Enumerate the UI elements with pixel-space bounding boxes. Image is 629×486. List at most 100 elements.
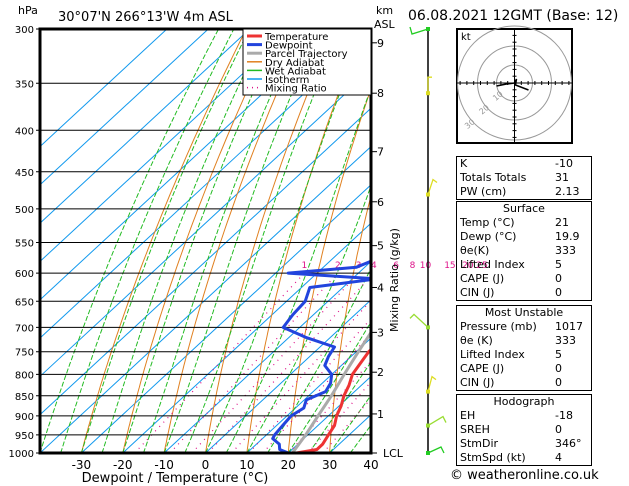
legend-label: Dewpoint xyxy=(265,41,313,52)
pressure-tick-label: 800 xyxy=(15,370,34,381)
isotherm-line xyxy=(81,184,371,453)
row-label: K xyxy=(460,157,468,170)
wind-barb-point xyxy=(426,423,430,428)
most-unstable-table: Most Unstable Pressure (mb) 1017 θe (K) 333 L… xyxy=(456,305,592,391)
row-value: 333 xyxy=(555,244,576,257)
row-label: Totals Totals xyxy=(460,171,527,184)
row-value: -18 xyxy=(555,409,573,422)
wet-adiabat-line xyxy=(101,29,266,453)
km-label: km xyxy=(376,4,394,17)
wet-adiabat-line xyxy=(329,394,371,453)
temperature-tick-label: 10 xyxy=(239,458,254,472)
wind-barb xyxy=(427,76,432,94)
pressure-tick-label: 700 xyxy=(15,323,34,334)
pressure-tick-label: 550 xyxy=(15,238,34,249)
row-label: CAPE (J) xyxy=(460,362,505,375)
wind-barb xyxy=(427,375,437,392)
row-label: Lifted Index xyxy=(460,348,525,361)
km-tick-label: 6 xyxy=(377,196,384,209)
pressure-tick-label: 750 xyxy=(15,348,34,359)
mixing-ratio-label: 8 xyxy=(410,261,416,271)
table-row: PW (cm) 2.13 xyxy=(457,185,591,199)
copyright-footer: © weatheronline.co.uk xyxy=(450,468,599,483)
row-value: 0 xyxy=(555,362,562,375)
wind-profile xyxy=(409,26,447,455)
table-title: Surface xyxy=(503,202,545,215)
wet-adiabat-line xyxy=(60,29,235,453)
surface-table: Surface Temp (°C) 21 Dewp (°C) 19.9 θe(K) 333 L… xyxy=(456,201,592,301)
isotherm-line xyxy=(163,260,371,453)
table-row: Pressure (mb) 1017 xyxy=(457,320,591,334)
row-label: CIN (J) xyxy=(460,376,495,389)
isotherm-line xyxy=(205,299,371,453)
wet-adiabat-line xyxy=(142,29,301,453)
wind-barb xyxy=(427,178,438,195)
row-label: StmSpd (kt) xyxy=(460,451,526,464)
wet-adiabat-line xyxy=(287,320,371,453)
row-value: 5 xyxy=(555,348,562,361)
row-value: 19.9 xyxy=(555,230,580,243)
isotherm-line xyxy=(287,375,371,453)
row-value: 2.13 xyxy=(555,185,580,198)
row-value: 333 xyxy=(555,334,576,347)
table-row: CAPE (J) 0 xyxy=(457,362,591,376)
row-value: 346° xyxy=(555,437,582,450)
mixing-ratio-label: 15 xyxy=(444,261,455,271)
wet-adiabat-line xyxy=(80,29,250,453)
table-row: EH -18 xyxy=(457,409,591,423)
row-value: 4 xyxy=(555,451,562,464)
pressure-tick-label: 1000 xyxy=(9,449,34,460)
wet-adiabat-line xyxy=(225,86,371,453)
row-label: Lifted Index xyxy=(460,258,525,271)
mixing-ratio-label: 6 xyxy=(393,261,399,271)
table-row: Lifted Index 5 xyxy=(457,348,591,362)
isotherm-line xyxy=(40,29,333,301)
pressure-tick-label: 300 xyxy=(15,25,34,36)
row-label: PW (cm) xyxy=(460,185,507,198)
pressure-tick-label: 450 xyxy=(15,168,34,179)
plot-frame xyxy=(38,27,373,455)
table-row: StmSpd (kt) 4 xyxy=(457,451,591,465)
pressure-tick-label: 650 xyxy=(15,297,34,308)
hpa-unit-label: hPa xyxy=(18,4,38,17)
temperature-tick-label: 20 xyxy=(281,458,296,472)
table-title: Hodograph xyxy=(493,395,555,408)
parcel-trajectory-line xyxy=(291,329,371,453)
temperature-tick-label: 0 xyxy=(202,458,210,472)
mixing-ratio-label: 10 xyxy=(420,261,432,271)
temperature-tick-label: 40 xyxy=(363,458,378,472)
table-row: CAPE (J) 0 xyxy=(457,272,591,286)
wind-barb-point xyxy=(426,27,430,31)
hodograph-trace xyxy=(496,78,529,91)
isotherm-line xyxy=(246,337,371,453)
temperature-tick-label: -30 xyxy=(72,458,92,472)
dry-adiabat-line xyxy=(80,29,247,453)
temperature-tick-label: -10 xyxy=(154,458,174,472)
km-tick-label: 8 xyxy=(377,87,384,100)
row-value: -10 xyxy=(555,157,573,170)
km-tick-label: 4 xyxy=(377,281,384,294)
km-tick-label: 1 xyxy=(377,408,384,421)
mixing-ratio-label: 2 xyxy=(335,261,341,271)
pressure-tick-label: 500 xyxy=(15,205,34,216)
legend-box xyxy=(242,28,372,96)
row-value: 1017 xyxy=(555,320,583,333)
wind-barb-point xyxy=(426,91,430,96)
row-label: Temp (°C) xyxy=(460,216,515,229)
temperature-line xyxy=(296,347,371,453)
row-value: 31 xyxy=(555,171,569,184)
temperature-tick-label: -20 xyxy=(113,458,133,472)
pressure-tick-label: 950 xyxy=(15,431,34,442)
legend-label: Temperature xyxy=(264,32,328,43)
datetime-title: 06.08.2021 12GMT (Base: 12) xyxy=(408,8,619,24)
table-row: Lifted Index 5 xyxy=(457,258,591,272)
dewpoint-line xyxy=(271,259,371,453)
table-row: CIN (J) 0 xyxy=(457,286,591,300)
asl-label: ASL xyxy=(374,18,395,31)
row-label: CAPE (J) xyxy=(460,272,505,285)
mixing-ratio-label: 4 xyxy=(371,261,377,271)
wet-adiabat-line xyxy=(40,29,220,453)
row-value: 0 xyxy=(555,423,562,436)
row-label: SREH xyxy=(460,423,490,436)
